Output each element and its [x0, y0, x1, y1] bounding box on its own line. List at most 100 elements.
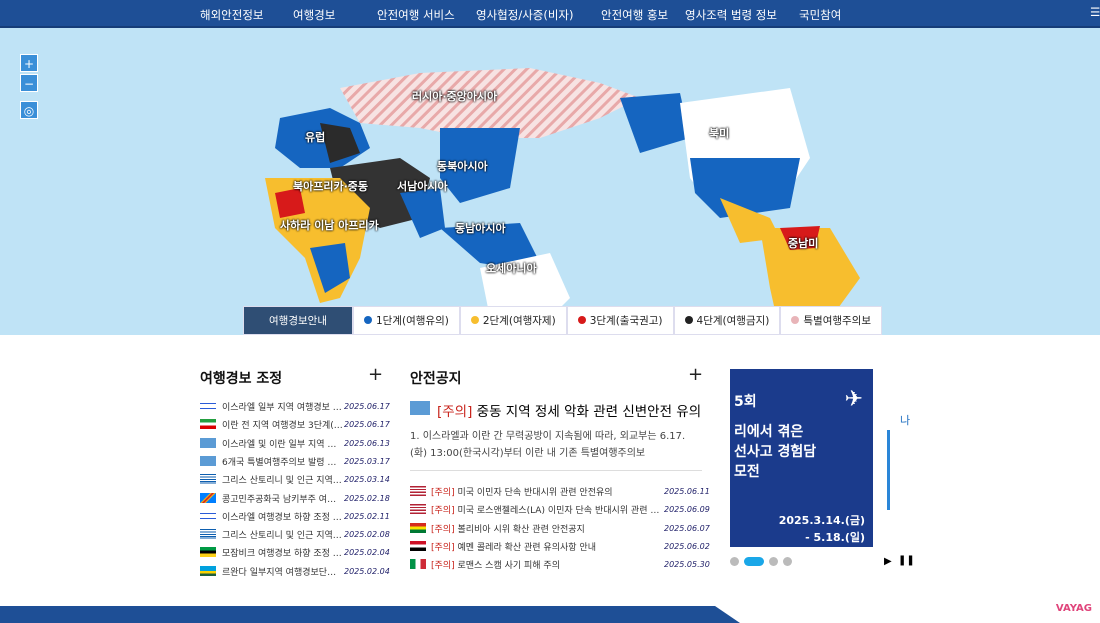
rwanda-flag-icon — [200, 565, 216, 576]
region-label[interactable]: 사하라 이남 아프리카 — [280, 219, 379, 232]
alerts-title: 여행경보 조정 — [200, 371, 283, 387]
region-label[interactable]: 러시아·중앙아시아 — [412, 90, 498, 103]
notice-list-item[interactable]: [주의] 볼리비아 시위 확산 관련 안전공지 — [431, 524, 585, 535]
alert-list-item[interactable]: 이스라엘 및 이란 일부 지역 … — [222, 439, 337, 450]
divider — [410, 470, 702, 471]
legend-level-2[interactable]: 2단계(여행자제) — [459, 306, 567, 335]
alert-date: 2025.02.04 — [344, 548, 390, 558]
slide-dot[interactable] — [783, 557, 792, 566]
alert-list-item[interactable]: 콩고민주공화국 남키부주 여… — [222, 494, 337, 505]
banner-text: 모전 — [734, 464, 760, 480]
usa-region — [690, 158, 800, 218]
alert-list-item[interactable]: 이스라엘 일부 지역 여행경보 … — [222, 403, 342, 413]
legend-label: 1단계(여행유의) — [376, 315, 449, 327]
nav-item[interactable]: 여행경보 — [293, 8, 336, 22]
notice-list-item[interactable]: [주의] 예멘 콜레라 확산 관련 유의사항 안내 — [431, 542, 596, 553]
red-dot-icon — [577, 316, 586, 324]
israel-flag-icon — [200, 401, 216, 411]
usa-flag-icon — [410, 504, 426, 515]
pause-icon[interactable]: ❚❚ — [898, 555, 915, 566]
region-label[interactable]: 동남아시아 — [455, 222, 506, 235]
legend-special[interactable]: 특별여행주의보 — [780, 306, 882, 335]
alert-list-item[interactable]: 그리스 산토리니 및 인근 지역… — [222, 531, 342, 542]
nav-item[interactable]: 영사협정/사증(비자) — [476, 8, 574, 22]
play-icon[interactable]: ▶ — [884, 556, 892, 567]
alert-list-item[interactable]: 이란 전 지역 여행경보 3단계(… — [222, 421, 343, 432]
legend-label: 3단계(출국권고) — [589, 315, 663, 327]
drc-flag-icon — [200, 492, 216, 503]
featured-notice-title[interactable]: [주의] 중동 지역 정세 악화 관련 신변안전 유의 — [437, 404, 702, 420]
legend-level-1[interactable]: 1단계(여행유의) — [353, 306, 460, 335]
un-flag-icon — [200, 455, 216, 466]
alert-date: 2025.03.17 — [344, 456, 390, 466]
slide-pager — [730, 557, 792, 566]
airplane-icon: ✈ — [844, 387, 863, 412]
greenland — [620, 93, 690, 153]
legend-label: 2단계(여행자제) — [482, 315, 556, 327]
zoom-in-button[interactable]: + — [20, 54, 38, 72]
alert-list-item[interactable]: 그리스 산토리니 및 인근 지역… — [222, 476, 342, 487]
region-label[interactable]: 중남미 — [788, 237, 819, 250]
alert-list-item[interactable]: 6개국 특별여행주의보 발령 … — [222, 457, 337, 468]
alert-date: 2025.06.17 — [344, 420, 390, 430]
legend-label: 특별여행주의보 — [803, 315, 871, 327]
promo-banner[interactable]: 5회 ✈ 리에서 겪은 선사고 경험담 모전 2025.3.14.(금) - 5… — [730, 369, 873, 547]
region-label[interactable]: 서남아시아 — [397, 180, 448, 193]
zoom-out-button[interactable]: − — [20, 74, 38, 92]
region-label[interactable]: 북아프리카·중동 — [293, 180, 369, 193]
israel-flag-icon — [200, 510, 216, 521]
un-flag-icon — [410, 401, 430, 415]
top-nav: 해외안전정보 여행경보 안전여행 서비스 영사협정/사증(비자) 안전여행 홍보… — [0, 0, 1100, 28]
notice-date: 2025.06.11 — [664, 487, 710, 496]
alert-date: 2025.06.13 — [344, 438, 390, 448]
legend-level-3[interactable]: 3단계(출국권고) — [566, 306, 674, 335]
alert-date: 2025.02.04 — [344, 566, 390, 576]
notices-more-button[interactable]: + — [688, 364, 704, 385]
region-label[interactable]: 오세아니아 — [486, 262, 537, 275]
notices-title: 안전공지 — [410, 371, 462, 387]
alert-list-item[interactable]: 모잠비크 여행경보 하향 조정 … — [222, 549, 342, 560]
map-shapes — [265, 68, 860, 333]
target-icon[interactable]: ◎ — [20, 101, 38, 119]
region-label[interactable]: 북미 — [709, 127, 730, 140]
east-asia-region — [440, 128, 520, 203]
nav-item[interactable]: 안전여행 서비스 — [377, 8, 455, 22]
notice-list-item[interactable]: [주의] 미국 이민자 단속 반대시위 관련 안전유의 — [431, 488, 613, 498]
region-label[interactable]: 동북아시아 — [437, 160, 488, 173]
featured-notice-body[interactable]: 1. 이스라엘과 이란 간 무력공방이 지속됨에 따라, 외교부는 6.17.(… — [410, 431, 686, 459]
alert-date: 2025.02.08 — [344, 530, 390, 540]
mozambique-flag-icon — [200, 547, 216, 558]
slide-dot[interactable] — [730, 557, 739, 566]
alert-list-item[interactable]: 이스라엘 여행경보 하향 조정 … — [222, 512, 342, 523]
legend-level-4[interactable]: 4단계(여행금지) — [673, 306, 781, 335]
pink-dot-icon — [791, 316, 800, 324]
alerts-more-button[interactable]: + — [368, 364, 384, 385]
africa-blue — [310, 243, 350, 293]
nav-item[interactable]: 해외안전정보 — [200, 8, 264, 22]
nav-item[interactable]: 안전여행 홍보 — [601, 8, 669, 22]
un-flag-icon — [200, 437, 216, 448]
watermark: VAYAG — [1055, 603, 1092, 614]
nav-item[interactable]: 영사조력 법령 정보 — [685, 8, 777, 22]
notice-list-item[interactable]: [주의] 미국 로스앤젤레스(LA) 이민자 단속 반대시위 관련 … — [431, 506, 660, 517]
notice-list-item[interactable]: [주의] 로맨스 스캠 사기 피해 주의 — [431, 561, 560, 572]
slide-dot[interactable] — [769, 557, 778, 566]
banner-text: 선사고 경험담 — [734, 444, 817, 460]
region-label[interactable]: 유럽 — [305, 131, 326, 144]
world-map[interactable]: + − ◎ 러시아·중앙아시아 유럽 북미 동북아시아 북아프리카·중동 서남아… — [0, 28, 1100, 335]
russia-region — [340, 68, 640, 138]
venezuela — [780, 226, 820, 250]
hamburger-icon[interactable]: ☰ — [1090, 5, 1100, 19]
europe-dark — [320, 123, 360, 163]
alert-list-item[interactable]: 르완다 일부지역 여행경보단… — [222, 567, 337, 578]
travel-alert-legend: 여행경보안내 1단계(여행유의) 2단계(여행자제) 3단계(출국권고) 4단계… — [243, 306, 882, 335]
italy-flag-icon — [410, 559, 426, 570]
yellow-dot-icon — [470, 316, 479, 324]
iran-flag-icon — [200, 419, 216, 430]
legend-title[interactable]: 여행경보안내 — [243, 306, 353, 335]
south-asia-region — [400, 188, 445, 238]
greece-flag-icon — [200, 474, 216, 485]
nav-item[interactable]: 국민참여 — [799, 8, 842, 22]
alert-date: 2025.03.14 — [344, 475, 390, 485]
slide-dot-active[interactable] — [744, 557, 764, 566]
